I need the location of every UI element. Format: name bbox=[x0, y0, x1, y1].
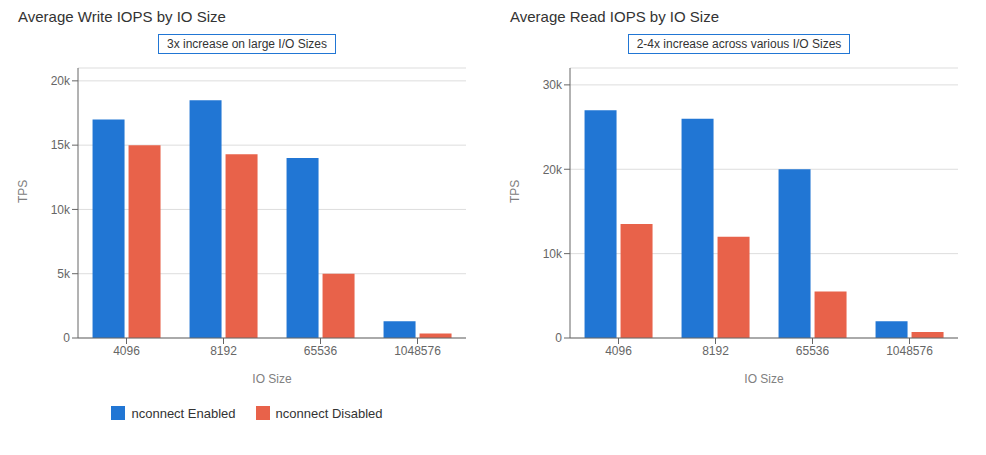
svg-text:10k: 10k bbox=[51, 203, 71, 217]
svg-text:1048576: 1048576 bbox=[394, 344, 441, 358]
html-text:nconnect Enabled: nconnect Enabled bbox=[131, 405, 236, 421]
html-text:2-4x increase across various I: 2-4x increase across various I/O Sizes bbox=[636, 37, 842, 51]
html-text:Average Write IOPS by IO Size: Average Write IOPS by IO Size bbox=[18, 8, 226, 25]
html-text:3x increase on large I/O Sizes: 3x increase on large I/O Sizes bbox=[167, 37, 327, 51]
svg-text:1048576: 1048576 bbox=[886, 344, 933, 358]
svg-text:IO Size: IO Size bbox=[252, 372, 292, 386]
svg-text:4096: 4096 bbox=[605, 344, 632, 358]
svg-text:8192: 8192 bbox=[210, 344, 237, 358]
svg-text:65536: 65536 bbox=[304, 344, 338, 358]
svg-text:IO Size: IO Size bbox=[744, 372, 784, 386]
html-text:Average Read IOPS by IO Size: Average Read IOPS by IO Size bbox=[510, 8, 719, 25]
svg-text:30k: 30k bbox=[543, 78, 563, 92]
svg-text:0: 0 bbox=[555, 331, 562, 345]
svg-text:TPS: TPS bbox=[16, 180, 30, 203]
html-text:nconnect Disabled: nconnect Disabled bbox=[275, 405, 383, 421]
svg-text:4096: 4096 bbox=[113, 344, 140, 358]
svg-text:5k: 5k bbox=[57, 267, 71, 281]
svg-text:TPS: TPS bbox=[508, 180, 522, 203]
svg-text:0: 0 bbox=[63, 331, 70, 345]
svg-text:20k: 20k bbox=[51, 74, 71, 88]
svg-text:20k: 20k bbox=[543, 163, 563, 177]
svg-text:65536: 65536 bbox=[796, 344, 830, 358]
svg-text:15k: 15k bbox=[51, 138, 71, 152]
svg-text:10k: 10k bbox=[543, 247, 563, 261]
svg-text:8192: 8192 bbox=[702, 344, 729, 358]
